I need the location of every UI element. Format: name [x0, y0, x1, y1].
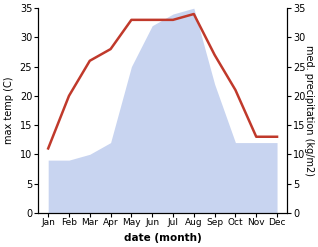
- Y-axis label: med. precipitation (kg/m2): med. precipitation (kg/m2): [304, 45, 314, 176]
- Y-axis label: max temp (C): max temp (C): [4, 77, 14, 144]
- X-axis label: date (month): date (month): [124, 233, 202, 243]
